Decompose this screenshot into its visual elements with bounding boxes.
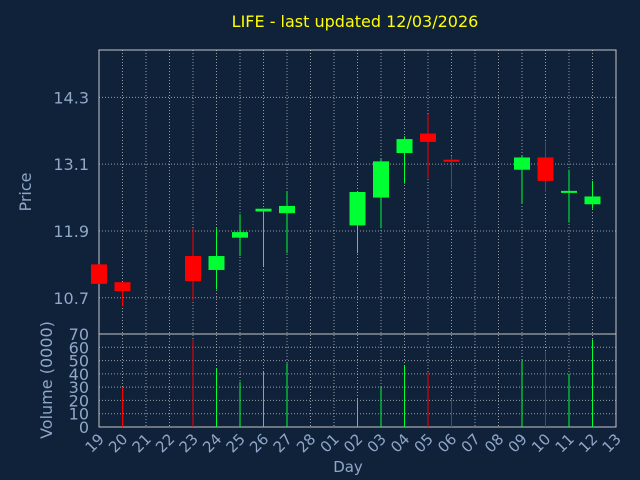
volume-tick-label: 40 — [69, 365, 89, 384]
x-tick-label: 04 — [387, 430, 413, 456]
x-tick-label: 01 — [317, 430, 343, 456]
candle-11 — [561, 169, 577, 223]
x-tick-label: 23 — [176, 430, 202, 456]
candle-body — [185, 256, 201, 282]
candle-body — [114, 282, 131, 292]
candle-body — [443, 159, 460, 162]
candle-body — [584, 196, 601, 205]
x-tick-label: 27 — [270, 430, 296, 456]
candle-body — [373, 161, 389, 198]
candle-26 — [255, 208, 272, 268]
candle-02 — [349, 192, 366, 254]
x-tick-label: 05 — [411, 430, 437, 456]
candle-body — [232, 232, 248, 238]
x-tick-label: 24 — [199, 430, 225, 456]
candle-09 — [514, 155, 530, 204]
x-tick-label: 12 — [575, 430, 601, 456]
x-tick-label: 28 — [293, 430, 319, 456]
candle-27 — [279, 192, 295, 254]
candle-body — [255, 208, 272, 212]
x-tick-label: 07 — [458, 430, 484, 456]
price-axis-label: Price — [16, 172, 35, 211]
candle-19 — [91, 264, 107, 284]
volume-tick-label: 0 — [79, 418, 89, 437]
candle-24 — [208, 228, 225, 290]
candle-body — [561, 190, 577, 193]
price-tick-label: 13.1 — [53, 155, 89, 174]
x-tick-label: 22 — [152, 430, 178, 456]
candle-body — [514, 157, 530, 170]
candle-12 — [584, 180, 601, 209]
x-axis-label: Day — [333, 458, 363, 476]
candle-25 — [232, 214, 248, 257]
candle-body — [420, 133, 436, 142]
candle-body — [396, 139, 413, 154]
volume-tick-label: 20 — [69, 391, 89, 410]
candle-05 — [420, 114, 436, 179]
x-tick-label: 13 — [599, 430, 625, 456]
price-tick-label: 14.3 — [53, 88, 89, 107]
volume-tick-label: 10 — [69, 405, 89, 424]
candle-04 — [396, 136, 413, 184]
x-tick-label: 09 — [505, 430, 531, 456]
x-tick-label: 11 — [552, 430, 578, 456]
x-tick-label: 03 — [364, 430, 390, 456]
volume-axis-label: Volume (0000) — [37, 321, 56, 439]
x-tick-label: 26 — [246, 430, 272, 456]
candle-body — [349, 192, 366, 226]
price-tick-label: 10.7 — [53, 289, 89, 308]
candle-10 — [537, 141, 554, 192]
volume-tick-label: 50 — [69, 352, 89, 371]
volume-tick-label: 60 — [69, 338, 89, 357]
price-tick-label: 11.9 — [53, 222, 89, 241]
x-tick-label: 06 — [434, 430, 460, 456]
candle-body — [91, 264, 107, 284]
x-tick-label: 21 — [129, 430, 155, 456]
candle-body — [208, 256, 225, 270]
x-tick-label: 08 — [481, 430, 507, 456]
candle-03 — [373, 158, 389, 229]
x-tick-label: 02 — [340, 430, 366, 456]
x-tick-label: 25 — [223, 430, 249, 456]
volume-tick-label: 70 — [69, 325, 89, 344]
x-tick-label: 10 — [528, 430, 554, 456]
volume-tick-label: 30 — [69, 378, 89, 397]
candle-23 — [185, 228, 201, 301]
candle-20 — [114, 282, 131, 307]
candle-06 — [443, 155, 460, 190]
candle-body — [537, 157, 554, 181]
x-tick-label: 20 — [105, 430, 131, 456]
candle-body — [279, 205, 295, 214]
chart-title: LIFE - last updated 12/03/2026 — [231, 12, 479, 31]
